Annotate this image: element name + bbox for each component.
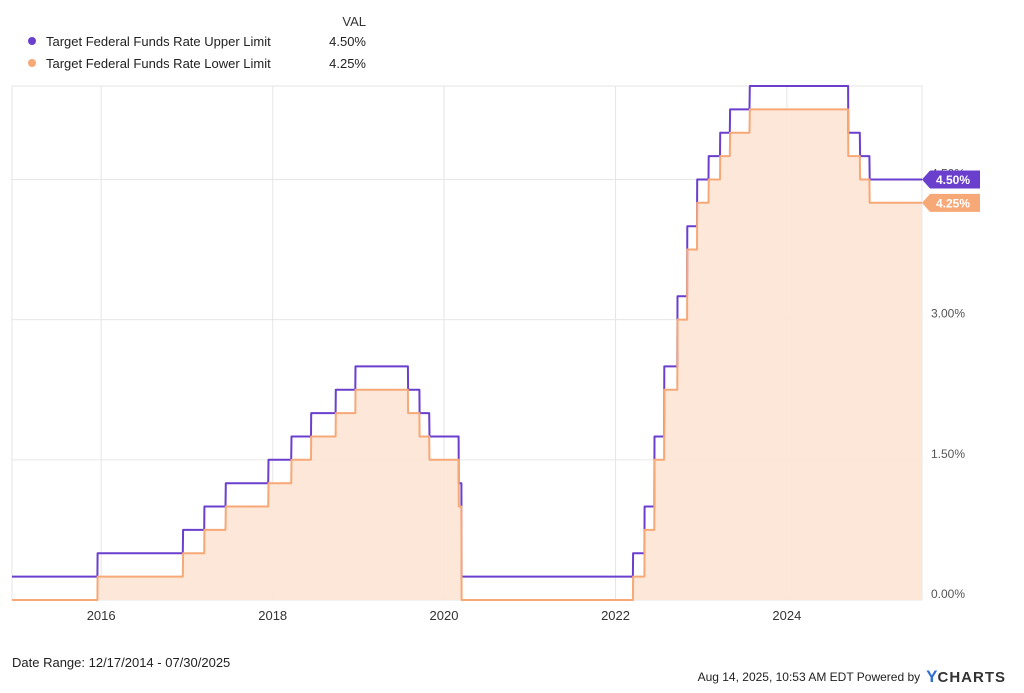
series-area-1 (12, 109, 922, 601)
legend-dot-icon (28, 59, 36, 67)
brand-y: Y (926, 667, 938, 686)
timestamp: Aug 14, 2025, 10:53 AM EDT Powered by (697, 670, 921, 684)
legend-item-label: Target Federal Funds Rate Upper Limit (46, 33, 271, 49)
series-line-0[interactable] (12, 85, 922, 578)
legend-header: VAL (342, 14, 366, 29)
end-label-1: 4.25% (922, 193, 980, 212)
series-line-1[interactable] (12, 108, 922, 601)
legend-item-upper[interactable]: Target Federal Funds Rate Upper Limit 4.… (28, 32, 366, 50)
y-tick-label: 1.50% (931, 447, 965, 461)
x-axis-ticks: 2016 2018 2020 2022 2024 (87, 608, 802, 623)
y-tick-label: 3.00% (931, 307, 965, 321)
end-label-text: 4.50% (936, 173, 970, 187)
end-labels: 4.50% 4.25% (922, 170, 980, 212)
x-tick-label: 2018 (258, 608, 287, 623)
x-tick-label: 2022 (601, 608, 630, 623)
legend-item-value: 4.25% (329, 55, 366, 71)
y-axis-ticks: 0.00%1.50%3.00%4.50% (931, 166, 965, 601)
y-tick-label: 0.00% (931, 587, 965, 601)
series-lines (12, 85, 922, 601)
legend-dot-icon (28, 37, 36, 45)
legend-item-lower[interactable]: Target Federal Funds Rate Lower Limit 4.… (28, 54, 366, 72)
end-label-tag (922, 193, 980, 212)
x-tick-label: 2016 (87, 608, 116, 623)
x-tick-label: 2020 (430, 608, 459, 623)
end-label-0: 4.50% (922, 170, 980, 189)
legend-item-value: 4.50% (329, 33, 366, 49)
brand-text: CHARTS (937, 668, 1006, 686)
date-range: Date Range: 12/17/2014 - 07/30/2025 (12, 655, 231, 670)
ycharts-logo[interactable]: Y CHARTS (926, 667, 1006, 687)
end-label-tag (922, 170, 980, 189)
x-tick-label: 2024 (772, 608, 801, 623)
legend-item-label: Target Federal Funds Rate Lower Limit (46, 55, 271, 71)
series-areas (12, 109, 922, 601)
end-label-text: 4.25% (936, 196, 970, 210)
